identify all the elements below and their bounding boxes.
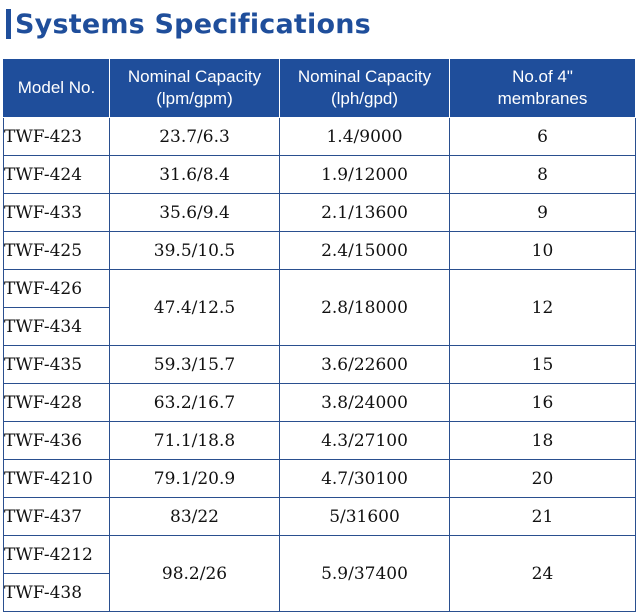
cell-model: TWF-424: [3, 155, 110, 194]
cell-model: TWF-4212: [3, 535, 110, 574]
cell-capacity-lpm: 79.1/20.9: [109, 459, 280, 498]
cell-membranes: 9: [449, 193, 636, 232]
header-capacity-lph-line2: (lph/gpd): [330, 89, 399, 108]
header-capacity-lpm-line2: (lpm/gpm): [156, 89, 233, 108]
cell-capacity-lpm: 47.4/12.5: [109, 269, 280, 346]
cell-capacity-lpm: 83/22: [109, 497, 280, 536]
header-capacity-lph-line1: Nominal Capacity: [297, 67, 432, 86]
specifications-table: Model No. Nominal Capacity (lpm/gpm) Nom…: [3, 58, 636, 612]
table-row: TWF-425 39.5/10.5 2.4/15000 10: [3, 231, 636, 270]
table-body: TWF-423 23.7/6.3 1.4/9000 6 TWF-424 31.6/8.4 1…: [3, 117, 636, 612]
page-title: Systems Specifications: [15, 8, 371, 40]
table-row: TWF-4210 79.1/20.9 4.7/30100 20: [3, 459, 636, 498]
cell-capacity-lpm: 71.1/18.8: [109, 421, 280, 460]
cell-model: TWF-428: [3, 383, 110, 422]
cell-capacity-lpm: 98.2/26: [109, 535, 280, 612]
cell-capacity-lph: 1.9/12000: [279, 155, 450, 194]
cell-membranes: 18: [449, 421, 636, 460]
header-capacity-lph: Nominal Capacity (lph/gpd): [279, 58, 450, 118]
cell-capacity-lph: 3.8/24000: [279, 383, 450, 422]
cell-model: TWF-438: [3, 573, 110, 612]
header-capacity-lpm-line1: Nominal Capacity: [127, 67, 262, 86]
cell-capacity-lpm: 31.6/8.4: [109, 155, 280, 194]
table-row: TWF-426 47.4/12.5 2.8/18000 12: [3, 269, 636, 346]
cell-model: TWF-437: [3, 497, 110, 536]
table-row: TWF-424 31.6/8.4 1.9/12000 8: [3, 155, 636, 194]
cell-capacity-lph: 1.4/9000: [279, 117, 450, 156]
cell-membranes: 10: [449, 231, 636, 270]
cell-capacity-lpm: 39.5/10.5: [109, 231, 280, 270]
cell-model: TWF-425: [3, 231, 110, 270]
table-row: TWF-437 83/22 5/31600 21: [3, 497, 636, 536]
cell-membranes: 15: [449, 345, 636, 384]
header-membranes: No.of 4" membranes: [449, 58, 636, 118]
cell-capacity-lpm: 59.3/15.7: [109, 345, 280, 384]
table-row: TWF-434: [3, 307, 636, 346]
cell-model: TWF-426: [3, 269, 110, 308]
cell-model: TWF-434: [3, 307, 110, 346]
header-model-label: Model No.: [17, 78, 96, 97]
cell-capacity-lph: 4.7/30100: [279, 459, 450, 498]
cell-model: TWF-423: [3, 117, 110, 156]
table-row: TWF-423 23.7/6.3 1.4/9000 6: [3, 117, 636, 156]
table-row: TWF-438: [3, 573, 636, 612]
cell-membranes: 8: [449, 155, 636, 194]
cell-capacity-lph: 2.8/18000: [279, 269, 450, 346]
title-accent-bar: [6, 9, 11, 39]
cell-capacity-lpm: 63.2/16.7: [109, 383, 280, 422]
cell-membranes: 20: [449, 459, 636, 498]
cell-model: TWF-436: [3, 421, 110, 460]
header-membranes-line1: No.of 4": [512, 67, 573, 86]
header-capacity-lpm: Nominal Capacity (lpm/gpm): [109, 58, 280, 118]
title-block: Systems Specifications: [6, 4, 371, 44]
cell-capacity-lph: 3.6/22600: [279, 345, 450, 384]
cell-capacity-lpm: 23.7/6.3: [109, 117, 280, 156]
cell-membranes: 12: [449, 269, 636, 346]
cell-capacity-lph: 4.3/27100: [279, 421, 450, 460]
cell-model: TWF-433: [3, 193, 110, 232]
cell-model: TWF-435: [3, 345, 110, 384]
header-row: Model No. Nominal Capacity (lpm/gpm) Nom…: [3, 58, 636, 118]
table-header: Model No. Nominal Capacity (lpm/gpm) Nom…: [3, 58, 636, 118]
table-row: TWF-428 63.2/16.7 3.8/24000 16: [3, 383, 636, 422]
cell-capacity-lph: 2.4/15000: [279, 231, 450, 270]
cell-membranes: 21: [449, 497, 636, 536]
header-model: Model No.: [3, 58, 110, 118]
cell-capacity-lph: 5/31600: [279, 497, 450, 536]
cell-membranes: 6: [449, 117, 636, 156]
cell-capacity-lpm: 35.6/9.4: [109, 193, 280, 232]
table-row: TWF-436 71.1/18.8 4.3/27100 18: [3, 421, 636, 460]
cell-capacity-lph: 2.1/13600: [279, 193, 450, 232]
cell-model: TWF-4210: [3, 459, 110, 498]
header-membranes-line2: membranes: [497, 89, 588, 108]
cell-membranes: 16: [449, 383, 636, 422]
cell-membranes: 24: [449, 535, 636, 612]
cell-capacity-lph: 5.9/37400: [279, 535, 450, 612]
table-row: TWF-433 35.6/9.4 2.1/13600 9: [3, 193, 636, 232]
table-row: TWF-435 59.3/15.7 3.6/22600 15: [3, 345, 636, 384]
table-row: TWF-4212 98.2/26 5.9/37400 24: [3, 535, 636, 612]
